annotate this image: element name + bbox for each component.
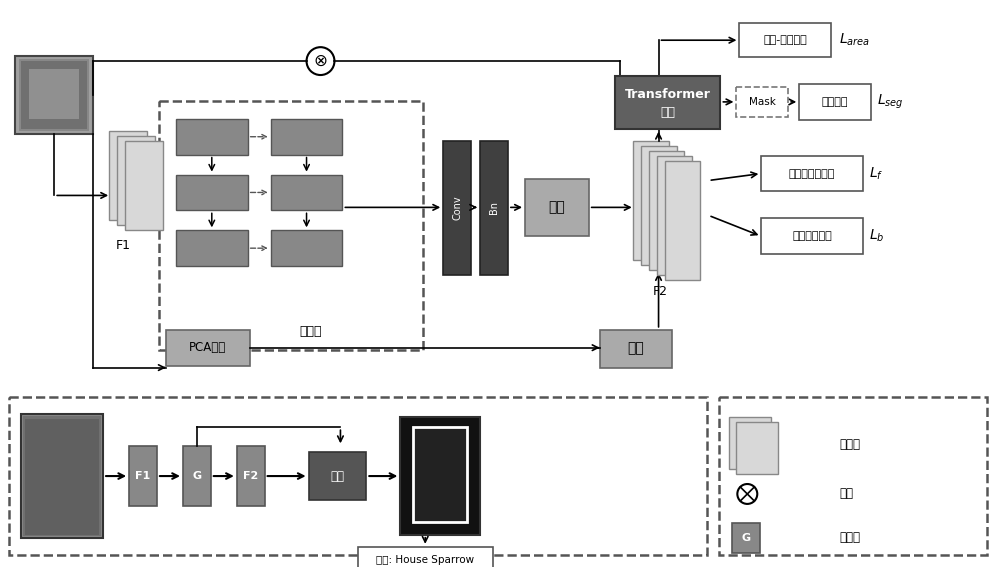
Bar [732, 523, 760, 553]
Text: $L_{b}$: $L_{b}$ [869, 228, 884, 244]
Bar [480, 141, 508, 275]
Bar [799, 84, 871, 120]
Text: $L_{f}$: $L_{f}$ [869, 165, 883, 182]
Bar [237, 446, 265, 506]
Text: 优化: 优化 [660, 106, 675, 119]
Bar [176, 230, 248, 266]
Text: 类别: House Sparrow: 类别: House Sparrow [376, 554, 474, 565]
Text: G: G [742, 533, 751, 543]
Bar [129, 446, 157, 506]
Bar [271, 119, 342, 154]
Text: 前景-背景约束: 前景-背景约束 [763, 35, 807, 45]
Text: 前景: 前景 [548, 201, 565, 214]
Text: Conv: Conv [452, 195, 462, 220]
Bar [21, 415, 103, 538]
Bar [443, 141, 471, 275]
Bar [615, 76, 720, 129]
Text: F1: F1 [135, 471, 151, 481]
Bar [176, 174, 248, 210]
Bar [109, 131, 147, 220]
Text: $L_{seg}$: $L_{seg}$ [877, 93, 904, 111]
Text: 生成器: 生成器 [839, 531, 860, 544]
Bar [15, 56, 93, 133]
Text: 卷积层: 卷积层 [839, 438, 860, 451]
Bar [665, 161, 700, 280]
Bar [657, 156, 692, 275]
Text: $L_{area}$: $L_{area}$ [839, 32, 870, 48]
Text: F2: F2 [243, 471, 258, 481]
Bar [23, 416, 101, 536]
Text: 阈值: 阈值 [330, 470, 344, 483]
Bar [25, 419, 99, 534]
Bar [9, 398, 707, 555]
Text: 前景交叉熵损失: 前景交叉熵损失 [789, 169, 835, 178]
Bar [413, 427, 467, 522]
Text: 生成器: 生成器 [299, 325, 322, 339]
Text: 背景: 背景 [627, 342, 644, 356]
Text: Mask: Mask [749, 97, 776, 107]
Bar [761, 156, 863, 191]
Bar [729, 417, 771, 469]
Bar [736, 423, 778, 474]
Bar [633, 141, 669, 260]
Bar [166, 330, 250, 366]
Bar [309, 452, 366, 500]
Text: PCA聚类: PCA聚类 [189, 341, 226, 354]
Bar [358, 547, 493, 568]
Text: 点乘: 点乘 [839, 487, 853, 500]
Bar [125, 141, 163, 230]
Bar [271, 230, 342, 266]
Text: Bn: Bn [489, 201, 499, 214]
Bar [117, 136, 155, 225]
Text: 背景分类损失: 背景分类损失 [792, 231, 832, 241]
Bar [19, 59, 89, 131]
Bar [271, 174, 342, 210]
Text: F2: F2 [653, 286, 668, 298]
Text: 分割损失: 分割损失 [822, 97, 848, 107]
Bar [183, 446, 211, 506]
Text: Transformer: Transformer [625, 89, 710, 102]
Text: ⊗: ⊗ [314, 52, 327, 70]
Bar [719, 398, 987, 555]
Bar [739, 23, 831, 57]
Bar [761, 218, 863, 254]
Bar [21, 61, 87, 129]
Bar [176, 119, 248, 154]
Text: G: G [192, 471, 201, 481]
Text: F1: F1 [116, 239, 131, 252]
Bar [736, 87, 788, 117]
Bar [159, 101, 423, 350]
Bar [525, 178, 589, 236]
Bar [649, 151, 684, 270]
Bar [29, 69, 79, 119]
Bar [400, 417, 480, 534]
Bar [641, 145, 677, 265]
Bar [600, 330, 672, 367]
